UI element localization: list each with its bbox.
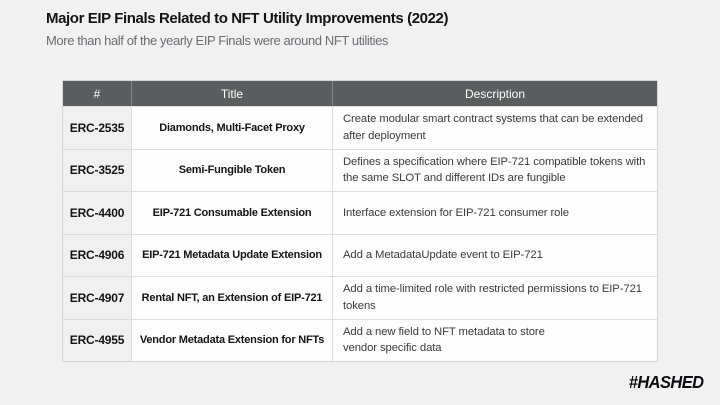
title-cell: Vendor Metadata Extension for NFTs: [131, 319, 332, 361]
eip-id-cell: ERC-4400: [63, 192, 131, 234]
table-row: ERC-2535 Diamonds, Multi-Facet Proxy Creat…: [63, 106, 657, 149]
table-header-row: # Title Description: [63, 81, 657, 106]
description-cell: Create modular smart contract systems th…: [332, 107, 657, 149]
title-cell: Diamonds, Multi-Facet Proxy: [131, 107, 332, 149]
table-row: ERC-3525 Semi-Fungible Token Defines a spe…: [63, 148, 657, 191]
eip-id-cell: ERC-4906: [63, 234, 131, 276]
slide-subtitle: More than half of the yearly EIP Finals …: [46, 33, 389, 48]
hashed-logo: #HASHED: [628, 372, 703, 392]
title-cell: EIP-721 Consumable Extension: [131, 192, 332, 234]
table-row: ERC-4955 Vendor Metadata Extension for NF…: [63, 318, 657, 361]
description-cell: Add a time-limited role with restricted …: [332, 277, 657, 319]
column-header-title: Title: [131, 81, 332, 106]
slide-title: Major EIP Finals Related to NFT Utility …: [46, 10, 449, 27]
title-cell: EIP-721 Metadata Update Extension: [131, 234, 332, 276]
description-cell: Add a new field to NFT metadata to store…: [332, 319, 657, 361]
title-cell: Rental NFT, an Extension of EIP-721: [131, 277, 332, 319]
table-row: ERC-4906 EIP-721 Metadata Update Extensio…: [63, 233, 657, 276]
eip-id-cell: ERC-3525: [63, 149, 131, 191]
column-header-number: #: [93, 86, 101, 101]
eip-id-cell: ERC-4907: [63, 277, 131, 319]
description-cell: Interface extension for EIP-721 consumer…: [332, 192, 657, 234]
table-row: ERC-4400 EIP-721 Consumable Extension Inte…: [63, 191, 657, 234]
description-cell: Defines a specification where EIP-721 co…: [332, 149, 657, 191]
description-cell: Add a MetadataUpdate event to EIP-721: [332, 234, 657, 276]
column-header-description: Description: [332, 81, 657, 106]
eip-id-cell: ERC-4955: [63, 319, 131, 361]
eip-finals-table: # Title Description ERC-2535 Diamonds, Mu…: [62, 80, 658, 362]
eip-id-cell: ERC-2535: [63, 107, 131, 149]
table-row: ERC-4907 Rental NFT, an Extension of EIP-…: [63, 276, 657, 319]
table-body: ERC-2535 Diamonds, Multi-Facet Proxy Creat…: [63, 106, 657, 361]
title-cell: Semi-Fungible Token: [131, 149, 332, 191]
